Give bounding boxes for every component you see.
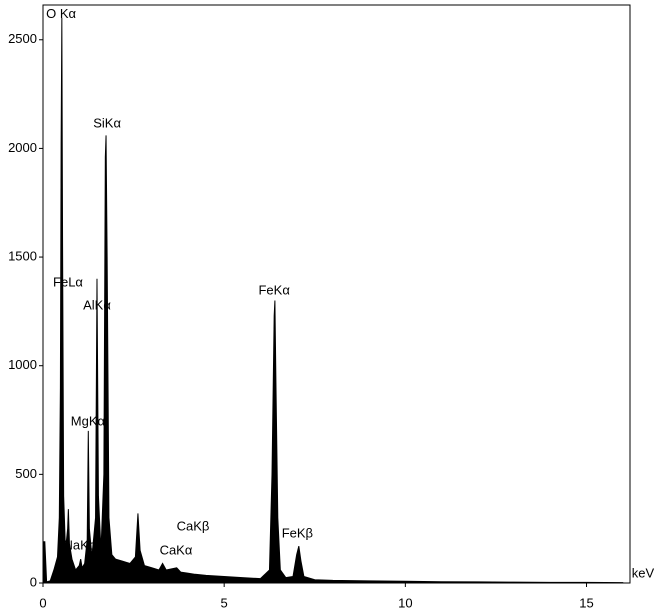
peak-label: AlKα: [83, 297, 111, 312]
plot-frame: [42, 4, 631, 584]
y-tick-label: 0: [30, 574, 37, 589]
y-tick-label: 1500: [8, 248, 37, 263]
peak-label: FeLα: [53, 274, 83, 289]
peak-label: CaKβ: [177, 518, 210, 533]
x-tick-label: 0: [39, 595, 46, 610]
peak-label: MgKα: [71, 413, 106, 428]
peak-label: FeKα: [258, 282, 290, 297]
peak-label: SiKα: [93, 115, 121, 130]
x-tick-label: 5: [221, 595, 228, 610]
y-tick-label: 2000: [8, 140, 37, 155]
y-tick-label: 500: [15, 466, 37, 481]
x-tick-label: 15: [579, 595, 593, 610]
peak-label: O Kα: [46, 6, 76, 21]
peak-label: FeKβ: [282, 525, 313, 540]
y-tick-label: 2500: [8, 31, 37, 46]
peak-label: CaKα: [160, 542, 193, 557]
spectrum: [42, 18, 624, 584]
x-axis-label: keV: [632, 565, 655, 580]
x-tick-label: 10: [398, 595, 412, 610]
y-tick-label: 1000: [8, 357, 37, 372]
peak-label: NaKα: [64, 537, 97, 552]
